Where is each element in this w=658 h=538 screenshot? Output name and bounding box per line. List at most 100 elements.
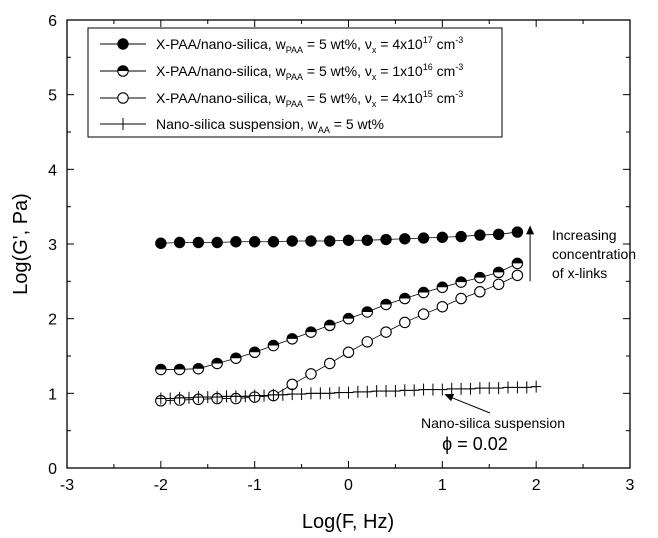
legend-box (87, 27, 503, 138)
series-2-point (286, 333, 298, 345)
series-2-point (474, 271, 486, 284)
series-4-point (324, 387, 335, 400)
series-4-point (446, 382, 457, 395)
series-4-point (474, 382, 485, 395)
legend-entry-1: X-PAA/nano-silica, wPAA = 5 wt%, νx = 4x… (100, 35, 463, 55)
series-4-point (174, 391, 185, 404)
series-4-point (521, 381, 532, 394)
series-4-point (249, 389, 260, 402)
axis-tick-labels: -3 -2 -1 0 1 2 3 0 1 2 3 4 5 6 (48, 13, 634, 494)
series-1-point (399, 233, 411, 245)
series-4-point (352, 385, 363, 398)
series-4-point (437, 383, 448, 396)
series-3-point (342, 346, 355, 359)
series-layer (155, 226, 542, 407)
legend-marker (117, 65, 129, 77)
series-1-point (511, 226, 524, 238)
series-2-point (380, 298, 392, 311)
y-tick-label: 3 (48, 237, 57, 254)
series-4-point (493, 382, 504, 395)
series-2-point (267, 339, 280, 352)
series-4-point (484, 382, 495, 395)
x-tick-label: 1 (438, 477, 447, 494)
series-1-point (305, 235, 317, 247)
series-2-point (155, 363, 167, 376)
series-3-point (305, 368, 317, 380)
series-4-point (503, 381, 514, 394)
series-2-point (211, 357, 223, 370)
series-4-point (343, 386, 354, 399)
series-4-point (221, 390, 232, 403)
series-4-point (305, 387, 316, 400)
series-4-point (268, 388, 279, 401)
series-3-point (492, 278, 505, 291)
series-1-point (173, 236, 186, 249)
series-3-point (511, 269, 524, 282)
series-1-point (361, 234, 373, 246)
series-3-point (436, 300, 449, 313)
series-4-point (259, 389, 270, 402)
series-1-point (342, 234, 355, 246)
series-4-point (531, 380, 542, 393)
series-1-point (417, 232, 430, 244)
series-4-point (465, 382, 476, 395)
legend-marker (117, 92, 129, 104)
series-4-point (165, 392, 176, 405)
series-1-point (192, 236, 205, 249)
legend-label: X-PAA/nano-silica, wPAA = 5 wt%, νx = 1x… (156, 62, 463, 82)
legend-entry-4: Nano-silica suspension, wAA = 5 wt% (100, 116, 384, 135)
annotation-arrow-up-head (526, 225, 535, 235)
series-2-point (361, 306, 374, 318)
legend-marker (117, 38, 129, 50)
annotation-increasing-line-1: Increasing (552, 227, 617, 243)
series-2-point (417, 286, 430, 299)
series-1-point (155, 237, 167, 249)
annotation-phi: ϕ = 0.02 (442, 434, 508, 454)
series-4-point (277, 388, 288, 401)
y-tick-label: 1 (48, 386, 57, 403)
series-4-point (193, 391, 204, 404)
series-3-point (474, 286, 486, 298)
series-3-point (399, 316, 411, 329)
series-2-point (323, 319, 336, 332)
series-2-point (399, 292, 411, 305)
series-2-point (305, 326, 317, 338)
axis-ticks (66, 19, 631, 469)
annotation-arrow-nanosilica (450, 396, 491, 414)
legend-entry-2: X-PAA/nano-silica, wPAA = 5 wt%, νx = 1x… (100, 62, 463, 82)
y-tick-label: 2 (48, 312, 57, 329)
series-2-point (192, 362, 205, 375)
series-4-point (155, 392, 166, 405)
x-tick-label: -3 (60, 477, 74, 494)
x-tick-label: -2 (154, 477, 168, 494)
legend-label: X-PAA/nano-silica, wPAA = 5 wt%, νx = 4x… (156, 89, 463, 109)
series-4-point (296, 388, 307, 401)
series-4-point (427, 383, 438, 396)
y-axis-title: Log(G', Pa) (10, 193, 32, 295)
series-3-point (455, 292, 467, 305)
series-3-point (417, 308, 430, 320)
x-tick-label: 2 (532, 477, 541, 494)
series-3-point (323, 357, 336, 370)
series-2-point (230, 352, 242, 364)
series-4-point (334, 386, 345, 399)
series-4-point (409, 384, 420, 397)
series-4-point (512, 381, 523, 394)
series-3 (155, 269, 524, 407)
series-1 (155, 226, 524, 249)
series-4-point (315, 387, 326, 400)
series-4-point (287, 388, 298, 401)
series-4-point (202, 391, 213, 404)
legend-marker (118, 118, 128, 130)
series-1-point (455, 230, 467, 243)
legend-entry-3: X-PAA/nano-silica, wPAA = 5 wt%, νx = 4x… (100, 89, 463, 109)
annotations: Increasing concentration of x-links Nano… (421, 225, 636, 454)
x-tick-label: -1 (248, 477, 262, 494)
legend: X-PAA/nano-silica, wPAA = 5 wt%, νx = 4x… (87, 27, 503, 138)
series-3-point (380, 326, 392, 338)
annotation-increasing-line-2: concentration (552, 246, 636, 262)
series-3-point (286, 378, 298, 391)
series-2-point (511, 257, 524, 270)
y-tick-label: 0 (48, 461, 57, 478)
series-4-point (418, 383, 429, 396)
